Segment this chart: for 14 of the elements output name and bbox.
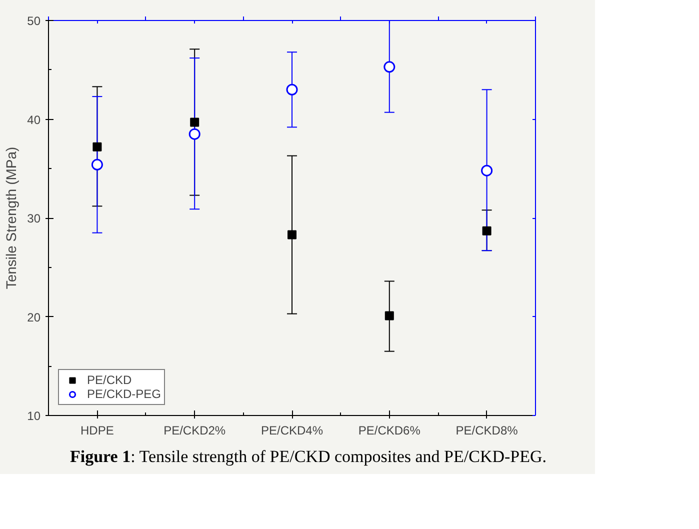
x-tick-label: PE/CKD6% [358,424,421,438]
x-tick-label: HDPE [80,424,114,438]
x-tick-label: PE/CKD2% [164,424,226,438]
y-tick-label: 20 [27,310,41,324]
x-tick-label: PE/CKD4% [260,424,324,438]
y-tick-label: 30 [27,212,41,226]
y-axis-title: Tensile Strength (MPa) [3,146,20,290]
x-tick-label: PE/CKD8% [456,424,518,438]
y-tick-label: 50 [27,14,41,28]
legend-label: PE/CKD-PEG [87,387,162,401]
y-tick-label: 10 [27,409,41,423]
legend-label: PE/CKD [87,373,132,387]
caption: Figure 1: Tensile strength of PE/CKD composites and PE/CKD-PEG. [70,446,547,468]
y-tick-label: 40 [27,112,41,127]
